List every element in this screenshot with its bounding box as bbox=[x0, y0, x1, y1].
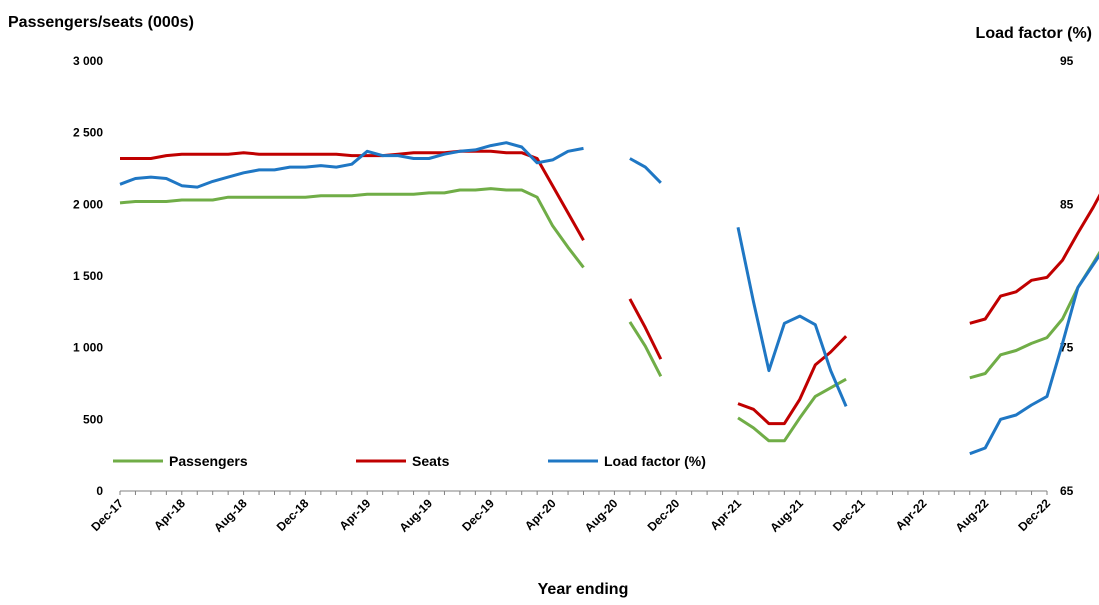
x-tick-label: Dec-22 bbox=[1015, 496, 1053, 534]
y-left-tick-label: 2 000 bbox=[73, 197, 103, 211]
x-tick-label: Dec-17 bbox=[88, 496, 126, 534]
axes bbox=[119, 490, 1048, 495]
x-tick-label: Aug-19 bbox=[396, 496, 435, 535]
x-axis-title: Year ending bbox=[538, 581, 629, 598]
x-tick-label: Aug-20 bbox=[582, 496, 621, 535]
x-tick-label: Apr-22 bbox=[893, 496, 930, 533]
legend: Passengers Seats Load factor (%) bbox=[113, 453, 706, 469]
legend-label: Passengers bbox=[169, 453, 248, 469]
x-tick-label: Apr-21 bbox=[707, 496, 744, 533]
y-axis-left-title: Passengers/seats (000s) bbox=[8, 14, 194, 31]
x-tick-label: Apr-18 bbox=[151, 496, 188, 533]
y-left-tick-label: 3 000 bbox=[73, 54, 103, 68]
x-tick-label: Dec-19 bbox=[459, 496, 497, 534]
x-tick-label: Dec-21 bbox=[830, 496, 868, 534]
legend-label: Load factor (%) bbox=[604, 453, 706, 469]
series-line-1 bbox=[119, 187, 1099, 443]
series-line-3 bbox=[119, 141, 1099, 456]
y-left-tick-label: 1 000 bbox=[73, 341, 103, 355]
x-tick-label: Dec-20 bbox=[645, 496, 683, 534]
x-tick-label: Apr-19 bbox=[337, 496, 374, 533]
x-tick-label: Apr-20 bbox=[522, 496, 559, 533]
x-tick-label: Aug-22 bbox=[953, 496, 992, 535]
y-left-tick-label: 500 bbox=[83, 412, 103, 426]
y-left-tick-label: 0 bbox=[96, 484, 103, 498]
x-tick-label: Aug-21 bbox=[767, 496, 806, 535]
x-tick-label: Aug-18 bbox=[211, 496, 250, 535]
y-right-tick-label: 95 bbox=[1060, 54, 1074, 68]
x-tick-label: Dec-18 bbox=[274, 496, 312, 534]
series-line-2 bbox=[120, 149, 1099, 426]
y-axis-right-title: Load factor (%) bbox=[976, 25, 1092, 42]
y-left-tick-label: 1 500 bbox=[73, 269, 103, 283]
y-left-tick-label: 2 500 bbox=[73, 126, 103, 140]
legend-label: Seats bbox=[412, 453, 450, 469]
y-right-tick-label: 65 bbox=[1060, 484, 1074, 498]
y-right-tick-label: 85 bbox=[1060, 197, 1074, 211]
series-lines bbox=[119, 141, 1099, 456]
